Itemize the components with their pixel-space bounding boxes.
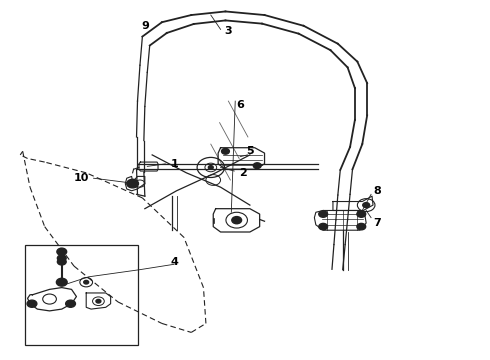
Text: 5: 5 <box>246 146 254 156</box>
Circle shape <box>84 280 89 284</box>
Circle shape <box>232 217 242 224</box>
Text: 3: 3 <box>224 26 232 36</box>
Circle shape <box>57 248 67 255</box>
Circle shape <box>319 224 328 230</box>
Circle shape <box>253 163 261 168</box>
Text: 8: 8 <box>373 186 381 196</box>
Text: 4: 4 <box>170 257 178 267</box>
Circle shape <box>56 278 67 286</box>
Circle shape <box>57 255 66 261</box>
Text: 1: 1 <box>171 159 178 169</box>
Circle shape <box>96 300 101 303</box>
Text: 7: 7 <box>373 218 381 228</box>
Circle shape <box>57 258 66 265</box>
Circle shape <box>27 300 37 307</box>
Bar <box>25 244 138 345</box>
Circle shape <box>208 166 213 169</box>
Circle shape <box>221 148 229 154</box>
Circle shape <box>357 224 366 230</box>
Circle shape <box>357 211 366 217</box>
Text: 2: 2 <box>239 168 246 178</box>
Text: 9: 9 <box>141 21 149 31</box>
Circle shape <box>319 211 328 217</box>
Text: 10: 10 <box>74 173 89 183</box>
Circle shape <box>127 179 139 188</box>
Text: 6: 6 <box>236 100 244 110</box>
Circle shape <box>363 203 369 208</box>
Circle shape <box>66 300 75 307</box>
